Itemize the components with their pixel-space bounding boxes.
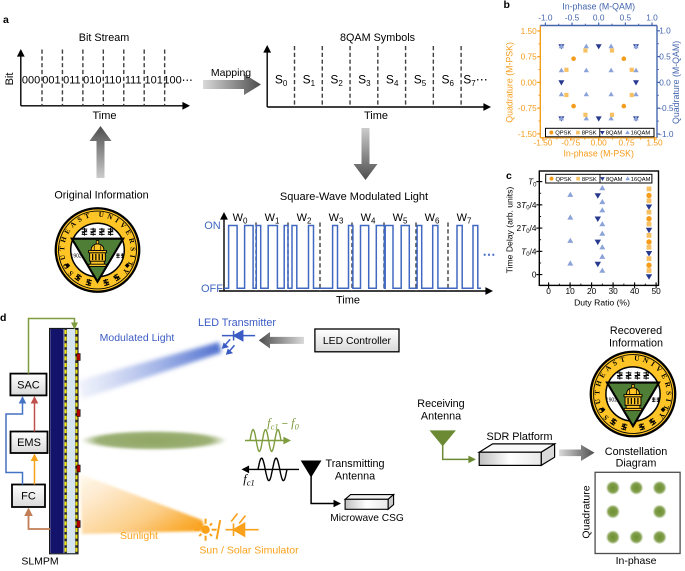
svg-text:010: 010 xyxy=(83,75,101,87)
svg-text:Square-Wave Modulated Light: Square-Wave Modulated Light xyxy=(280,191,428,203)
svg-text:Original Information: Original Information xyxy=(54,190,148,202)
svg-text:SAC: SAC xyxy=(17,379,40,391)
svg-text:0.75: 0.75 xyxy=(521,52,538,62)
svg-text:Sunlight: Sunlight xyxy=(120,530,158,542)
svg-text:SLMPM: SLMPM xyxy=(21,556,58,567)
svg-text:QPSK: QPSK xyxy=(555,131,571,137)
svg-text:FC: FC xyxy=(21,491,36,503)
svg-text:1.50: 1.50 xyxy=(521,26,538,36)
svg-text:-1.0: -1.0 xyxy=(538,13,553,23)
svg-text:Time Delay (arb. units): Time Delay (arb. units) xyxy=(505,187,515,274)
svg-text:Information: Information xyxy=(609,338,663,350)
svg-text:2T0/4: 2T0/4 xyxy=(517,223,537,235)
svg-text:0: 0 xyxy=(532,270,537,280)
svg-text:16QAM: 16QAM xyxy=(631,177,651,183)
svg-text:QPSK: QPSK xyxy=(556,177,572,183)
svg-text:T0/4: T0/4 xyxy=(521,246,537,258)
svg-text:0.5: 0.5 xyxy=(620,13,632,23)
svg-text:10: 10 xyxy=(565,286,575,296)
svg-text:ON: ON xyxy=(204,220,221,232)
svg-text:8PSK: 8PSK xyxy=(582,177,597,183)
svg-text:20: 20 xyxy=(587,286,597,296)
svg-text:-0.75: -0.75 xyxy=(561,138,580,148)
svg-text:-0.75: -0.75 xyxy=(518,103,537,113)
svg-text:1902: 1902 xyxy=(606,397,617,403)
svg-text:Quadrature (M-QAM): Quadrature (M-QAM) xyxy=(671,41,681,124)
svg-text:Quadrature: Quadrature xyxy=(581,485,593,538)
svg-text:c: c xyxy=(506,170,512,182)
svg-text:111: 111 xyxy=(125,75,142,87)
svg-text:fc1 − f0: fc1 − f0 xyxy=(267,416,300,432)
svg-text:Bit: Bit xyxy=(4,73,16,86)
svg-text:Antenna: Antenna xyxy=(335,471,375,483)
svg-text:000: 000 xyxy=(22,75,40,87)
svg-text:110: 110 xyxy=(104,75,122,87)
svg-text:EMS: EMS xyxy=(17,437,41,449)
svg-text:1.0: 1.0 xyxy=(646,13,658,23)
svg-text:-0.5: -0.5 xyxy=(565,13,580,23)
svg-text:0: 0 xyxy=(546,286,551,296)
svg-text:1.0: 1.0 xyxy=(659,26,671,36)
svg-text:1.50: 1.50 xyxy=(646,138,663,148)
svg-text:Mapping: Mapping xyxy=(211,67,251,79)
svg-text:In-phase: In-phase xyxy=(616,555,657,566)
svg-text:0.5: 0.5 xyxy=(659,52,671,62)
svg-text:In-phase (M-PSK): In-phase (M-PSK) xyxy=(563,148,633,158)
svg-text:Time: Time xyxy=(92,110,116,122)
svg-text:LED Controller: LED Controller xyxy=(323,336,392,347)
svg-text:Duty Ratio (%): Duty Ratio (%) xyxy=(574,298,630,308)
svg-text:1902: 1902 xyxy=(71,253,82,259)
svg-text:Time: Time xyxy=(336,295,360,307)
svg-text:Transmitting: Transmitting xyxy=(326,458,385,470)
svg-text:Antenna: Antenna xyxy=(421,411,461,423)
svg-text:101: 101 xyxy=(144,75,162,87)
svg-text:Quadrature (M-PSK): Quadrature (M-PSK) xyxy=(505,42,515,123)
svg-text:0.0: 0.0 xyxy=(659,77,671,87)
svg-text:LED Transmitter: LED Transmitter xyxy=(198,317,276,329)
svg-text:OFF: OFF xyxy=(201,283,223,295)
svg-text:SDR Platform: SDR Platform xyxy=(487,431,553,443)
svg-text:0.00: 0.00 xyxy=(521,77,538,87)
svg-text:0.00: 0.00 xyxy=(591,138,608,148)
svg-text:0.75: 0.75 xyxy=(619,138,636,148)
svg-text:In-phase (M-QAM): In-phase (M-QAM) xyxy=(562,2,635,12)
svg-text:Diagram: Diagram xyxy=(616,457,657,469)
svg-text:8QAM: 8QAM xyxy=(606,177,623,183)
svg-text:16QAM: 16QAM xyxy=(631,131,651,137)
svg-text:0.0: 0.0 xyxy=(593,13,605,23)
svg-text:3T0/4: 3T0/4 xyxy=(517,200,537,212)
svg-text:-1.0: -1.0 xyxy=(659,129,674,139)
svg-text:-1.50: -1.50 xyxy=(533,138,552,148)
svg-text:Recovered: Recovered xyxy=(610,325,662,337)
svg-text:001: 001 xyxy=(42,75,60,87)
svg-text:Bit Stream: Bit Stream xyxy=(79,32,129,44)
svg-text:Modulated Light: Modulated Light xyxy=(100,332,175,344)
svg-text:Microwave CSG: Microwave CSG xyxy=(330,513,404,524)
svg-text:50: 50 xyxy=(651,286,661,296)
svg-text:8QAM: 8QAM xyxy=(606,131,623,137)
svg-text:S7⋯: S7⋯ xyxy=(463,73,487,89)
svg-text:Receiving: Receiving xyxy=(417,398,464,410)
svg-text:Time: Time xyxy=(364,110,388,122)
svg-text:8PSK: 8PSK xyxy=(582,131,597,137)
svg-text:-1.50: -1.50 xyxy=(518,129,537,139)
svg-text:⋯: ⋯ xyxy=(483,247,496,262)
svg-text:-0.5: -0.5 xyxy=(659,103,674,113)
svg-text:Constellation: Constellation xyxy=(605,446,667,458)
svg-text:a: a xyxy=(3,14,9,26)
svg-text:100⋯: 100⋯ xyxy=(163,75,192,87)
svg-text:30: 30 xyxy=(608,286,618,296)
svg-text:b: b xyxy=(504,0,510,11)
svg-text:40: 40 xyxy=(630,286,640,296)
svg-text:Sun / Solar Simulator: Sun / Solar Simulator xyxy=(199,545,299,557)
svg-text:T0: T0 xyxy=(528,177,537,189)
svg-text:fc1: fc1 xyxy=(243,472,255,488)
svg-text:011: 011 xyxy=(63,75,81,87)
svg-text:d: d xyxy=(0,312,6,324)
svg-text:8QAM Symbols: 8QAM Symbols xyxy=(340,32,416,44)
